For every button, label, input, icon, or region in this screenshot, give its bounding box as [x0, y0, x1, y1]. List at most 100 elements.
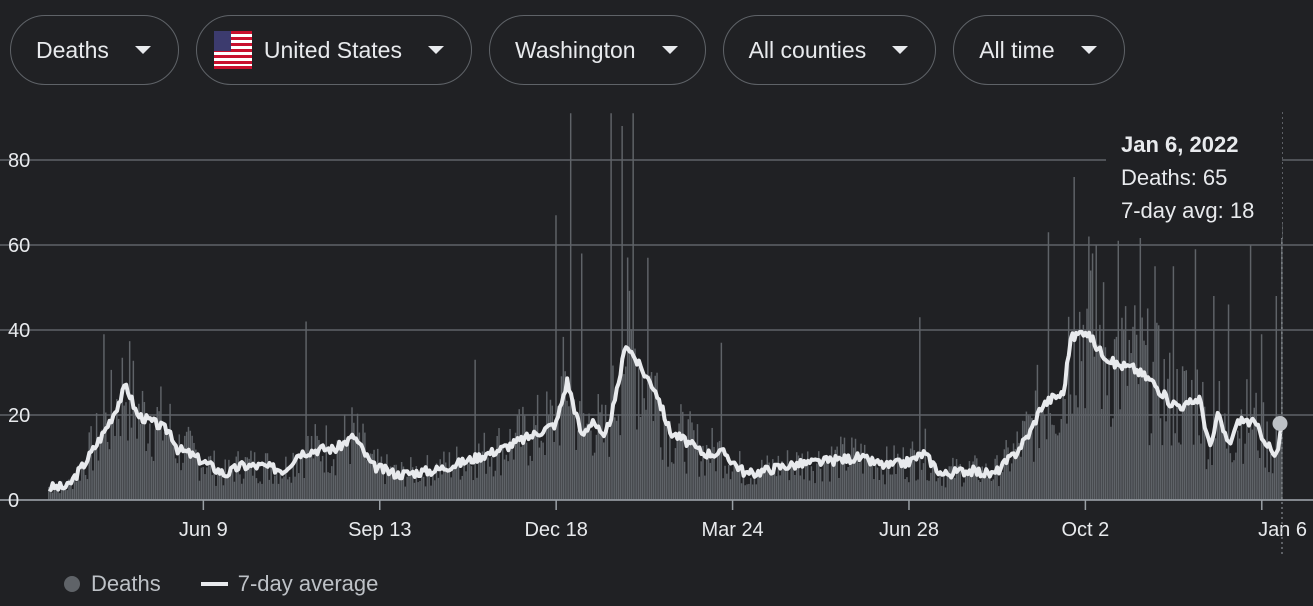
chevron-down-icon — [427, 46, 444, 54]
deaths-bar — [507, 461, 509, 500]
county-dropdown[interactable]: All counties — [722, 15, 937, 85]
deaths-bar — [750, 478, 752, 500]
deaths-bar — [327, 472, 329, 500]
deaths-bar — [1159, 418, 1162, 500]
deaths-bar — [261, 483, 263, 500]
deaths-bar — [1218, 381, 1221, 500]
deaths-bar — [509, 428, 511, 500]
deaths-bar — [1178, 442, 1180, 500]
filter-bar: Deaths United States Washington All coun… — [10, 15, 1125, 85]
deaths-bar — [1058, 432, 1061, 500]
deaths-bar — [82, 463, 85, 500]
deaths-bar — [353, 422, 355, 500]
deaths-bar — [1001, 472, 1004, 500]
deaths-bar — [382, 470, 384, 500]
deaths-bar — [740, 483, 743, 500]
deaths-bar — [1069, 394, 1072, 500]
deaths-bar — [724, 465, 726, 500]
deaths-bar — [1266, 421, 1268, 500]
deaths-bar — [439, 459, 441, 500]
deaths-bar — [658, 398, 660, 500]
deaths-bar — [377, 448, 379, 500]
deaths-bar — [386, 454, 388, 500]
deaths-bar — [211, 475, 214, 500]
deaths-bar — [711, 427, 713, 500]
county-dropdown-label: All counties — [748, 36, 867, 63]
deaths-bar — [669, 420, 671, 500]
deaths-bar — [615, 420, 618, 500]
deaths-bar — [648, 375, 651, 500]
deaths-bar — [167, 434, 169, 500]
deaths-bar — [103, 334, 105, 500]
deaths-bar — [694, 442, 697, 500]
deaths-bar — [974, 455, 976, 500]
state-dropdown[interactable]: Washington — [488, 15, 706, 85]
deaths-bar — [1233, 460, 1235, 500]
deaths-bar — [452, 470, 454, 500]
deaths-bar — [1174, 433, 1176, 500]
country-dropdown[interactable]: United States — [195, 15, 472, 85]
deaths-bar — [985, 463, 987, 500]
deaths-bar — [307, 435, 309, 500]
deaths-bar — [1056, 435, 1059, 500]
deaths-bar — [384, 484, 386, 500]
deaths-bar — [1141, 317, 1143, 500]
state-dropdown-label: Washington — [514, 36, 636, 63]
chart-legend: Deaths 7-day average — [64, 571, 378, 597]
metric-dropdown[interactable]: Deaths — [10, 15, 179, 85]
deaths-bar — [533, 415, 535, 500]
deaths-bar — [1194, 249, 1197, 500]
deaths-bar — [356, 413, 359, 500]
deaths-bar — [479, 457, 482, 500]
deaths-bar — [428, 469, 430, 500]
deaths-bar — [1093, 356, 1096, 500]
deaths-bar — [494, 470, 497, 500]
deaths-bar — [1248, 432, 1250, 500]
deaths-bar — [1009, 471, 1011, 500]
deaths-bar — [222, 485, 225, 500]
deaths-bar — [200, 467, 203, 500]
deaths-bar — [468, 458, 471, 500]
deaths-bar — [959, 464, 961, 500]
deaths-bar — [1277, 439, 1279, 500]
deaths-bar — [292, 452, 294, 500]
deaths-bar — [663, 415, 666, 500]
deaths-bar — [524, 415, 526, 500]
deaths-bar — [1191, 379, 1193, 500]
deaths-bar — [911, 441, 914, 500]
deaths-bar — [965, 475, 967, 500]
deaths-bar — [924, 428, 927, 500]
deaths-bar — [169, 403, 171, 500]
deaths-bar — [878, 479, 881, 500]
deaths-bar — [867, 455, 870, 500]
deaths-bar — [540, 440, 543, 500]
deaths-bar — [286, 479, 289, 500]
deaths-bar — [595, 434, 598, 500]
deaths-bar — [228, 459, 230, 500]
deaths-bar — [777, 455, 780, 500]
deaths-bar — [1176, 369, 1178, 500]
deaths-bar — [1075, 395, 1077, 500]
deaths-bar — [277, 483, 280, 500]
deaths-bar — [1187, 405, 1189, 500]
deaths-bar — [990, 480, 993, 500]
deaths-bar — [937, 477, 939, 500]
deaths-bar — [312, 458, 315, 500]
deaths-bar — [489, 466, 491, 500]
deaths-bar — [851, 437, 853, 500]
deaths-bar — [149, 423, 151, 500]
deaths-bar — [555, 215, 557, 500]
deaths-bar — [244, 457, 247, 500]
time-range-dropdown[interactable]: All time — [953, 15, 1125, 85]
deaths-bar — [882, 474, 884, 500]
deaths-bar — [163, 432, 166, 500]
deaths-bar — [209, 455, 212, 500]
deaths-bar — [792, 467, 794, 500]
deaths-bar — [143, 402, 146, 500]
deaths-bar — [1027, 414, 1029, 500]
deaths-bar — [461, 475, 464, 500]
deaths-bar — [121, 357, 124, 500]
deaths-bar — [478, 443, 480, 500]
deaths-bar — [253, 452, 256, 500]
